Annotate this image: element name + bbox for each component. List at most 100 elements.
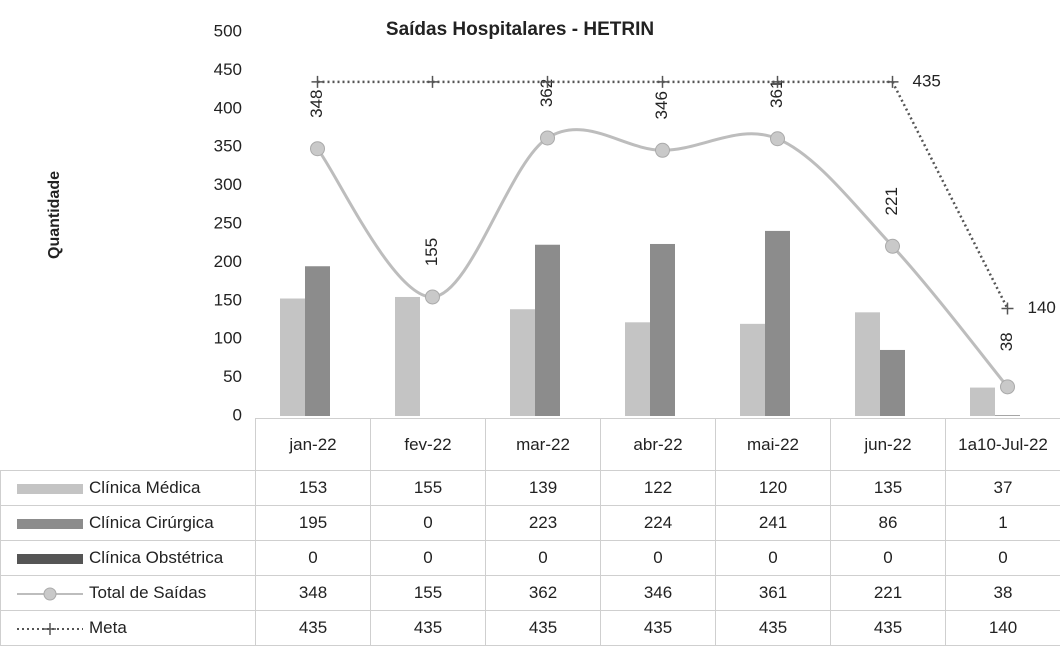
category-label: abr-22 [600, 418, 716, 471]
legend-label: Clínica Cirúrgica [89, 513, 214, 532]
marker [770, 131, 785, 147]
table-value: 0 [370, 540, 486, 576]
table-value: 0 [255, 540, 371, 576]
y-axis-label: Quantidade [46, 171, 63, 259]
table-value: 135 [830, 470, 946, 506]
legend-key [17, 518, 83, 529]
table-value: 0 [945, 540, 1060, 576]
table-value: 221 [830, 575, 946, 611]
legend-entry: Clínica Cirúrgica [0, 505, 256, 541]
legend-swatch [17, 518, 83, 529]
legend-key [17, 587, 83, 601]
legend-entry: Total de Saídas [0, 575, 256, 611]
y-tick-label: 400 [214, 98, 242, 117]
table-value: 435 [830, 610, 946, 646]
legend-entry: Clínica Médica [0, 470, 256, 506]
table-value: 348 [255, 575, 371, 611]
y-tick-label: 250 [214, 213, 242, 232]
table-value: 361 [715, 575, 831, 611]
bar [305, 266, 330, 416]
marker [1000, 379, 1015, 395]
legend-label: Meta [89, 618, 127, 637]
marker [426, 75, 439, 88]
marker [1001, 302, 1014, 315]
data-label: 221 [882, 187, 901, 215]
marker [541, 75, 554, 88]
y-tick-label: 300 [214, 175, 242, 194]
table-value: 0 [600, 540, 716, 576]
marker [425, 289, 440, 305]
data-table: jan-22 fev-22 mar-22 abr-22 mai-22 jun-22 1a10… [0, 418, 1060, 646]
data-label: 155 [422, 238, 441, 266]
table-value: 155 [370, 470, 486, 506]
table-value: 224 [600, 505, 716, 541]
table-value: 0 [830, 540, 946, 576]
table-value: 435 [485, 610, 601, 646]
bar [650, 243, 675, 416]
legend-label: Clínica Médica [89, 478, 201, 497]
table-value: 435 [715, 610, 831, 646]
bar [855, 312, 880, 416]
table-value: 0 [485, 540, 601, 576]
category-label: fev-22 [370, 418, 486, 471]
table-value: 153 [255, 470, 371, 506]
marker [655, 142, 670, 158]
header-row: jan-22 fev-22 mar-22 abr-22 mai-22 jun-22 1a10… [1, 418, 1060, 471]
series-row: Clínica Obstétrica 0 0 0 0 0 0 0 [0, 540, 1060, 576]
series-row: Meta 435 435 435 435 435 435 140 [0, 610, 1060, 646]
table-value: 346 [600, 575, 716, 611]
y-tick-label: 0 [233, 405, 242, 424]
marker [310, 141, 325, 157]
series-row: Clínica Médica 153 155 139 122 120 135 37 [0, 470, 1060, 506]
table-value: 435 [370, 610, 486, 646]
bar [970, 387, 995, 416]
table-value: 86 [830, 505, 946, 541]
legend-label: Clínica Obstétrica [89, 548, 224, 567]
table-value: 435 [255, 610, 371, 646]
series-row: Total de Saídas 348 155 362 346 361 221 38 [0, 575, 1060, 611]
table-value: 155 [370, 575, 486, 611]
corner [1, 419, 256, 471]
bar [995, 415, 1020, 416]
y-tick-label: 150 [214, 290, 242, 309]
category-label: 1a10-Jul-22 [945, 418, 1060, 471]
legend-entry: Clínica Obstétrica [0, 540, 256, 576]
marker [311, 75, 324, 88]
category-label: jan-22 [255, 418, 371, 471]
legend-marker [44, 622, 56, 635]
table-value: 122 [600, 470, 716, 506]
bar [510, 309, 535, 416]
legend-swatch [17, 483, 83, 494]
marker [886, 75, 899, 88]
legend-entry: Meta [0, 610, 256, 646]
y-tick-label: 50 [223, 367, 242, 386]
data-label: 435 [913, 71, 941, 90]
category-label: jun-22 [830, 418, 946, 471]
bar [625, 322, 650, 416]
table-value: 0 [370, 505, 486, 541]
bar [880, 349, 905, 416]
table-value: 139 [485, 470, 601, 506]
legend-key [17, 553, 83, 564]
marker [656, 75, 669, 88]
category-label: mai-22 [715, 418, 831, 471]
data-label: 346 [652, 91, 671, 119]
legend-key [17, 622, 83, 635]
data-label: 140 [1028, 298, 1056, 317]
table-value: 140 [945, 610, 1060, 646]
bar [740, 323, 765, 416]
y-tick-label: 500 [214, 21, 242, 40]
table-value: 1 [945, 505, 1060, 541]
data-label: 38 [997, 332, 1016, 351]
legend-key [17, 483, 83, 494]
legend-swatch [17, 553, 83, 564]
chart-title: Saídas Hospitalares - HETRIN [386, 19, 654, 40]
marker [540, 130, 555, 146]
table-value: 120 [715, 470, 831, 506]
data-label: 348 [307, 90, 326, 118]
y-tick-label: 450 [214, 60, 242, 79]
data-label: 362 [537, 79, 556, 107]
table-value: 435 [600, 610, 716, 646]
